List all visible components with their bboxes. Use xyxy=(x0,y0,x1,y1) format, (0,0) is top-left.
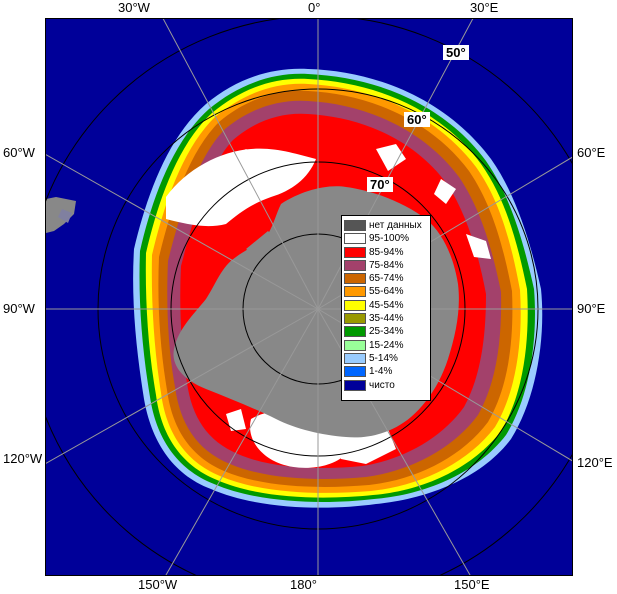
lon-label-right-1: 90°E xyxy=(577,301,606,316)
legend-label: 75-84% xyxy=(369,259,404,271)
legend-swatch xyxy=(344,379,366,391)
legend-label: чисто xyxy=(369,379,395,391)
legend-label: 85-94% xyxy=(369,246,404,258)
legend-item: 15-24% xyxy=(344,339,428,352)
legend-item: 1-4% xyxy=(344,365,428,378)
legend-swatch xyxy=(344,220,366,231)
legend-label: 15-24% xyxy=(369,339,404,351)
lon-label-left-0: 60°W xyxy=(3,145,35,160)
legend-swatch xyxy=(344,326,366,338)
lat-label-70: 70° xyxy=(367,177,393,192)
legend-swatch xyxy=(344,273,366,285)
lon-label-left-2: 120°W xyxy=(3,451,43,466)
lon-label-top-1: 0° xyxy=(308,0,321,15)
legend-label: нет данных xyxy=(369,220,422,231)
legend-item: 75-84% xyxy=(344,259,428,272)
legend-item: нет данных xyxy=(344,219,428,232)
legend-swatch xyxy=(344,286,366,298)
legend-swatch xyxy=(344,313,366,325)
lon-label-left-1: 90°W xyxy=(3,301,35,316)
legend-label: 1-4% xyxy=(369,366,393,378)
legend-item: 85-94% xyxy=(344,246,428,259)
legend-item: 35-44% xyxy=(344,312,428,325)
lon-label-bottom-0: 150°W xyxy=(138,577,178,592)
lon-label-bottom-2: 150°E xyxy=(454,577,490,592)
legend-swatch xyxy=(344,352,366,364)
lon-label-right-2: 120°E xyxy=(577,455,613,470)
legend-item: 45-54% xyxy=(344,299,428,312)
legend-item: 65-74% xyxy=(344,272,428,285)
legend-item: чисто xyxy=(344,379,428,392)
legend-swatch xyxy=(344,366,366,378)
legend-label: 5-14% xyxy=(369,352,398,364)
legend-item: 25-34% xyxy=(344,325,428,338)
legend-item: 95-100% xyxy=(344,232,428,245)
legend-label: 65-74% xyxy=(369,273,404,285)
sea-ice-map xyxy=(45,18,573,576)
legend-label: 95-100% xyxy=(369,233,410,245)
lon-label-top-0: 30°W xyxy=(118,0,150,15)
lat-label-60: 60° xyxy=(404,112,430,127)
legend-swatch xyxy=(344,339,366,351)
legend-swatch xyxy=(344,259,366,271)
legend-label: 25-34% xyxy=(369,326,404,338)
lon-label-bottom-1: 180° xyxy=(290,577,317,592)
legend: нет данных 95-100% 85-94% 75-84% 65-74% 55-64… xyxy=(341,215,431,401)
legend-item: 55-64% xyxy=(344,285,428,298)
legend-swatch xyxy=(344,233,366,245)
ice-white-weddell xyxy=(166,148,316,227)
legend-label: 35-44% xyxy=(369,313,404,325)
lon-label-right-0: 60°E xyxy=(577,145,606,160)
lat-label-50: 50° xyxy=(443,45,469,60)
legend-swatch xyxy=(344,246,366,258)
legend-label: 55-64% xyxy=(369,286,404,298)
legend-item: 5-14% xyxy=(344,352,428,365)
legend-swatch xyxy=(344,299,366,311)
legend-label: 45-54% xyxy=(369,299,404,311)
lon-label-top-2: 30°E xyxy=(470,0,499,15)
